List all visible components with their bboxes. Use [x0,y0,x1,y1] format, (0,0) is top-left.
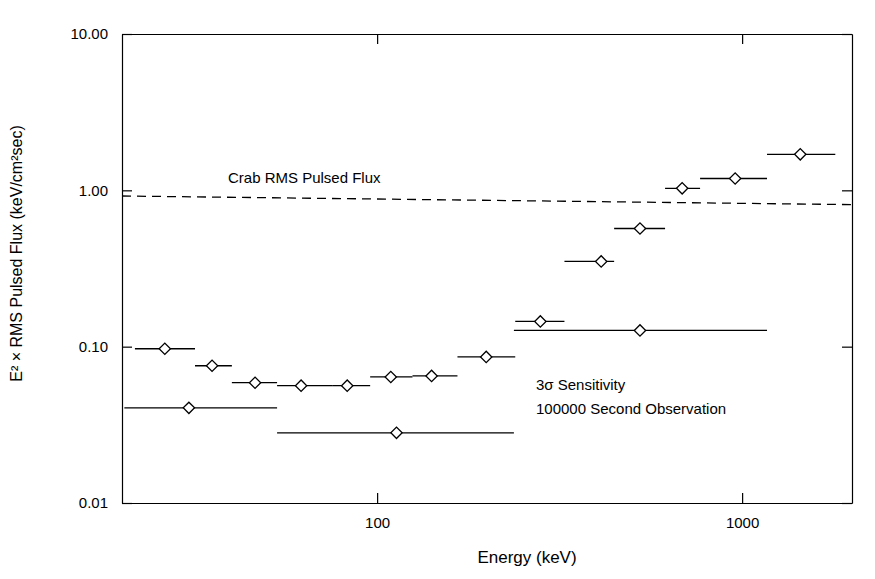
annotation: 3σ Sensitivity [536,376,626,393]
tick-mark [842,34,852,35]
tick-mark [842,347,852,348]
tick: 0.01 [79,494,132,511]
tick [377,34,378,44]
marker [342,380,353,391]
tick-mark [377,34,378,44]
marker [426,370,437,381]
x-axis: 100 1000 [123,493,853,531]
tick-mark [377,493,378,503]
marker [730,173,741,184]
marker [596,256,607,267]
tick-mark [122,34,132,35]
marker [391,427,402,438]
marker [385,371,396,382]
marker [249,377,260,388]
bin-bar [124,407,277,408]
tick [842,503,852,504]
tick-label: 0.01 [79,494,108,511]
series [135,149,835,392]
annotation: 100000 Second Observation [536,400,726,417]
marker [676,183,687,194]
tick-mark [742,34,743,44]
marker [206,360,217,371]
tick-label: 1.00 [79,182,108,199]
plot: 100 1000 0.01 0.10 1.00 10.00 Energy (keV) E² ×… [8,25,853,567]
tick: 100 [365,493,390,531]
tick-mark [122,347,132,348]
tick-label: 1000 [726,514,759,531]
tick-mark [122,190,132,191]
tick-mark [842,503,852,504]
axis-line [852,35,853,504]
tick-label: 100 [365,514,390,531]
tick [842,347,852,348]
series [122,196,852,205]
tick-label: 0.10 [79,338,108,355]
marker [481,351,492,362]
tick-mark [122,503,132,504]
marker [634,223,645,234]
tick-mark [842,190,852,191]
tick: 10.00 [70,25,132,42]
marker [795,149,806,160]
tick: 0.10 [79,338,132,355]
x-axis-title: Energy (keV) [477,548,576,567]
marker [535,316,546,327]
marker [634,325,645,336]
x-axis-top [123,34,853,44]
marks [122,149,852,439]
y-axis-right [842,35,853,504]
y-axis-title: E² × RMS Pulsed Flux (keV/cm²sec) [8,125,25,382]
tick [742,34,743,44]
series [124,325,767,439]
axis-line [122,35,123,504]
tick-label: 10.00 [70,25,108,42]
chart: 100 1000 0.01 0.10 1.00 10.00 Energy (keV) E² ×… [0,0,875,579]
tick [842,34,852,35]
tick-mark [742,493,743,503]
tick [842,190,852,191]
marker [183,402,194,413]
marker [159,343,170,354]
series-label: Crab RMS Pulsed Flux [228,169,381,186]
axis-line [123,503,853,504]
line [122,196,852,205]
y-axis: 0.01 0.10 1.00 10.00 [70,25,132,511]
tick: 1000 [726,493,759,531]
marker [295,380,306,391]
